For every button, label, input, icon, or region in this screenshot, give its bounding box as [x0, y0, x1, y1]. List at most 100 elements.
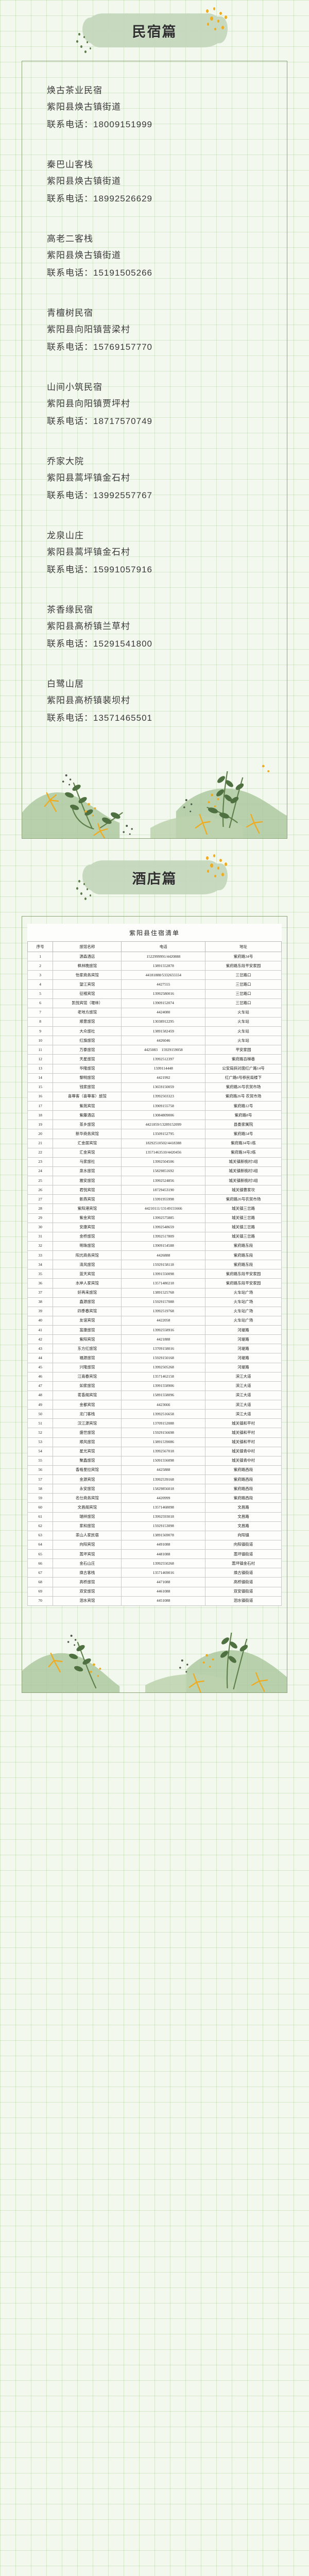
table-row[interactable]: 18 紫藤酒店 13084809006 紫府路8号 — [27, 1110, 282, 1121]
cell-index: 36 — [27, 1278, 54, 1289]
phone-number: 15769157770 — [93, 342, 153, 352]
cell-address: 三岔路口 — [205, 970, 282, 980]
cell-index: 59 — [27, 1493, 54, 1503]
table-row[interactable]: 54 星光宾馆 13992567018 城关镇青中村 — [27, 1446, 282, 1456]
table-row[interactable]: 52 盛世旅馆 15929156698 城关镇和平村 — [27, 1428, 282, 1438]
table-row[interactable]: 38 鑫源旅馆 15929157088 火车站广场 — [27, 1297, 282, 1307]
table-row[interactable]: 68 高桥旅馆 4471088 高桥镇街道 — [27, 1577, 282, 1587]
table-row[interactable]: 36 水岸人家宾馆 13571480218 紫府路东段平安家园 — [27, 1278, 282, 1289]
table-row[interactable]: 69 双安旅馆 4461088 双安镇街道 — [27, 1586, 282, 1597]
table-row[interactable]: 59 名仕商务宾馆 4420999 紫府路西段 — [27, 1493, 282, 1503]
table-row[interactable]: 53 顺风旅馆 13891539086 城关镇和平村 — [27, 1437, 282, 1447]
table-row[interactable]: 27 新燕宾馆 15991955998 紫府路26号农贸市场 — [27, 1194, 282, 1205]
table-row[interactable]: 12 天星旅馆 13992512397 紫府路百梯巷 — [27, 1054, 282, 1064]
table-row[interactable]: 46 江南春宾馆 13571462158 滨江大道 — [27, 1371, 282, 1382]
cell-name: 红旗旅馆 — [53, 1036, 122, 1046]
table-row[interactable]: 24 泉水旅馆 15829851692 城关镇新桃村5组 — [27, 1166, 282, 1177]
table-row[interactable]: 33 阳光商务宾馆 4426888 紫府路东段 — [27, 1250, 282, 1261]
table-row[interactable]: 48 茗香阁宾馆 15891558096 滨江大道 — [27, 1390, 282, 1401]
cell-name: 大众旅社 — [53, 1026, 122, 1037]
table-row[interactable]: 43 东方红旅馆 13709158016 河堤路 — [27, 1344, 282, 1354]
list-item[interactable]: 高老二客栈 紫阳县焕古镇街道 联系电话：15191505266 — [22, 231, 287, 282]
table-row[interactable]: 49 金都宾馆 4423666 滨江大道 — [27, 1399, 282, 1410]
table-row[interactable]: 31 金桥旅馆 13992517809 城关镇三岔路 — [27, 1231, 282, 1242]
table-row[interactable]: 4 望江宾馆 4427555 三岔路口 — [27, 979, 282, 990]
table-row[interactable]: 22 汇金宾馆 13571463510/4420456 紫府路34号2栋 — [27, 1147, 282, 1158]
table-row[interactable]: 11 万泰旅馆 4425083 15929159058 平安家园 — [27, 1045, 282, 1055]
table-row[interactable]: 63 茶山人家民宿 13891569078 向阳镇 — [27, 1530, 282, 1540]
table-row[interactable]: 40 友谊宾馆 4422058 火车站广场 — [27, 1315, 282, 1326]
table-row[interactable]: 57 金源宾馆 13992539168 紫府路西段 — [27, 1474, 282, 1485]
table-row[interactable]: 50 龙门客栈 13992516658 滨江大道 — [27, 1409, 282, 1419]
table-row[interactable]: 28 紫阳港宾馆 44210111/13149155666 城关镇三岔路 — [27, 1204, 282, 1214]
table-row[interactable]: 60 文昌阁宾馆 13571468098 文昌路 — [27, 1502, 282, 1513]
cell-name: 喜尊客（喜尊客）旅馆 — [53, 1091, 122, 1102]
table-row[interactable]: 1 源森酒店 1522999991/4420888 紫府路34号 — [27, 951, 282, 962]
table-row[interactable]: 70 洄水宾馆 4451088 洄水镇街道 — [27, 1596, 282, 1606]
cell-phone: 13909155758 — [121, 1100, 206, 1111]
table-row[interactable]: 35 蓝天宾馆 13991550098 紫府路东段平安家园 — [27, 1269, 282, 1279]
table-row[interactable]: 2 枫林晚旅馆 13891552878 紫府路东段平安家园 — [27, 961, 282, 971]
table-row[interactable]: 29 紫金宾馆 13992575885 城关镇三岔路 — [27, 1213, 282, 1223]
table-row[interactable]: 30 安康宾馆 13992548659 城关镇三岔路 — [27, 1222, 282, 1232]
table-row[interactable]: 7 老地方旅馆 4424080 火车站 — [27, 1007, 282, 1018]
list-item[interactable]: 茶香缘民宿 紫阳县高桥镇兰草村 联系电话：15291541800 — [22, 602, 287, 653]
table-row[interactable]: 17 紫苑宾馆 13909155758 紫府路12号 — [27, 1100, 282, 1111]
list-item[interactable]: 秦巴山客栈 紫阳县焕古镇街道 联系电话：18992526629 — [22, 157, 287, 208]
list-item[interactable]: 白鹭山居 紫阳县高桥镇裴坝村 联系电话：13571465501 — [22, 676, 287, 727]
table-row[interactable]: 20 新华商务宾馆 13509152795 紫府路54号 — [27, 1129, 282, 1139]
phone-label: 联系电话： — [47, 194, 93, 204]
table-row[interactable]: 25 雅安旅馆 13992524856 城关镇新桃村5组 — [27, 1175, 282, 1186]
table-row[interactable]: 42 紫阳宾馆 4421888 河堤路 — [27, 1334, 282, 1345]
table-row[interactable]: 51 汉江源宾馆 13709152088 城关镇和平村 — [27, 1418, 282, 1429]
table-row[interactable]: 34 清风旅馆 15929158118 紫府路东段 — [27, 1260, 282, 1270]
table-row[interactable]: 37 好再来旅馆 13891525768 火车站广场 — [27, 1287, 282, 1298]
table-row[interactable]: 26 君悦宾馆 18729453190 城关镇曹家坎 — [27, 1185, 282, 1195]
table-row[interactable]: 66 金石山庄 13992550268 蒿坪镇金石村 — [27, 1558, 282, 1569]
table-row[interactable]: 47 如家旅馆 13991558906 滨江大道 — [27, 1381, 282, 1391]
table-row[interactable]: 44 福源旅馆 15929150168 河堤路 — [27, 1353, 282, 1363]
table-row[interactable]: 13 华隆旅馆 1599114448 公安局斜对面红广路14号 — [27, 1063, 282, 1074]
table-row[interactable]: 9 大众旅社 13891582459 火车站 — [27, 1026, 282, 1037]
table-row[interactable]: 23 马家旅社 13992504506 城关镇新桃村5组 — [27, 1157, 282, 1167]
table-row[interactable]: 6 凯悦宾馆（堰林） 13909152074 三岔路口 — [27, 998, 282, 1008]
table-row[interactable]: 10 红旗旅馆 4426046 火车站 — [27, 1036, 282, 1046]
list-item[interactable]: 山间小筑民宿 紫阳县向阳镇贾坪村 联系电话：18717570749 — [22, 380, 287, 430]
table-row[interactable]: 56 香格里拉宾馆 4425888 紫府路西段 — [27, 1465, 282, 1476]
table-row[interactable]: 62 家和旅馆 15929153098 文昌路 — [27, 1521, 282, 1531]
table-row[interactable]: 55 聚鑫旅馆 15091556098 城关镇青中村 — [27, 1455, 282, 1466]
table-row[interactable]: 67 焕古客栈 13571469016 焕古镇街道 — [27, 1568, 282, 1578]
table-row[interactable]: 64 向阳宾馆 4491088 向阳镇街道 — [27, 1539, 282, 1550]
table-row[interactable]: 3 怡家商务宾馆 44181888/5332655554 三岔路口 — [27, 970, 282, 980]
table-row[interactable]: 16 喜尊客（喜尊客）旅馆 13992503323 紫府路26号 农贸市场 — [27, 1091, 282, 1102]
table-row[interactable]: 21 汇金居宾馆 18292510502/4418388 紫府路34号1栋 — [27, 1138, 282, 1148]
bnb-address: 紫阳县高桥镇兰草村 — [47, 621, 130, 631]
cell-address: 文昌路 — [205, 1502, 282, 1513]
table-row[interactable]: 45 兴隆旅馆 13992505268 河堤路 — [27, 1362, 282, 1372]
list-item[interactable]: 焕古茶业民宿 紫阳县焕古镇街道 联系电话：18009151999 — [22, 83, 287, 133]
cell-address: 滨江大道 — [205, 1390, 282, 1401]
table-row[interactable]: 61 瑞祥旅馆 13992593018 文昌路 — [27, 1512, 282, 1522]
bnb-list: 焕古茶业民宿 紫阳县焕古镇街道 联系电话：18009151999 秦巴山客栈 紫… — [22, 61, 287, 727]
cell-name: 紫苑宾馆 — [53, 1100, 122, 1111]
table-row[interactable]: 32 明珠旅馆 13909154588 紫府路东段 — [27, 1241, 282, 1251]
cell-phone: 13659150059 — [121, 1082, 206, 1092]
table-row[interactable]: 8 顺意旅馆 13038912295 火车站 — [27, 1016, 282, 1027]
table-row[interactable]: 65 蒿坪宾馆 4481088 蒿坪镇街道 — [27, 1549, 282, 1560]
table-row[interactable]: 19 茶乡旅馆 4421859/13289152099 县委家属院 — [27, 1120, 282, 1130]
cell-index: 52 — [27, 1428, 54, 1438]
cell-index: 28 — [27, 1204, 54, 1214]
phone-label: 联系电话： — [47, 490, 93, 500]
table-row[interactable]: 14 黎明旅馆 4421992 红广路6号移民局楼下 — [27, 1073, 282, 1083]
table-row[interactable]: 58 永安旅馆 15829856018 紫府路西段 — [27, 1484, 282, 1494]
cell-index: 13 — [27, 1063, 54, 1074]
table-row[interactable]: 5 征稽宾馆 13992580016 三岔路口 — [27, 989, 282, 999]
list-item[interactable]: 青檀树民宿 紫阳县向阳镇营梁村 联系电话：15769157770 — [22, 306, 287, 356]
table-row[interactable]: 41 富康旅馆 13992558916 河堤路 — [27, 1325, 282, 1335]
cell-address: 紫府路东段平安家园 — [205, 961, 282, 971]
list-item[interactable]: 龙泉山庄 紫阳县蒿坪镇金石村 联系电话：15991057916 — [22, 528, 287, 579]
table-row[interactable]: 15 钱家旅馆 13659150059 紫府路26号农贸市场 — [27, 1082, 282, 1092]
list-item[interactable]: 乔家大院 紫阳县蒿坪镇金石村 联系电话：13992557767 — [22, 454, 287, 504]
table-row[interactable]: 39 四季春宾馆 13992519768 火车站广场 — [27, 1306, 282, 1316]
cell-index: 3 — [27, 970, 54, 980]
